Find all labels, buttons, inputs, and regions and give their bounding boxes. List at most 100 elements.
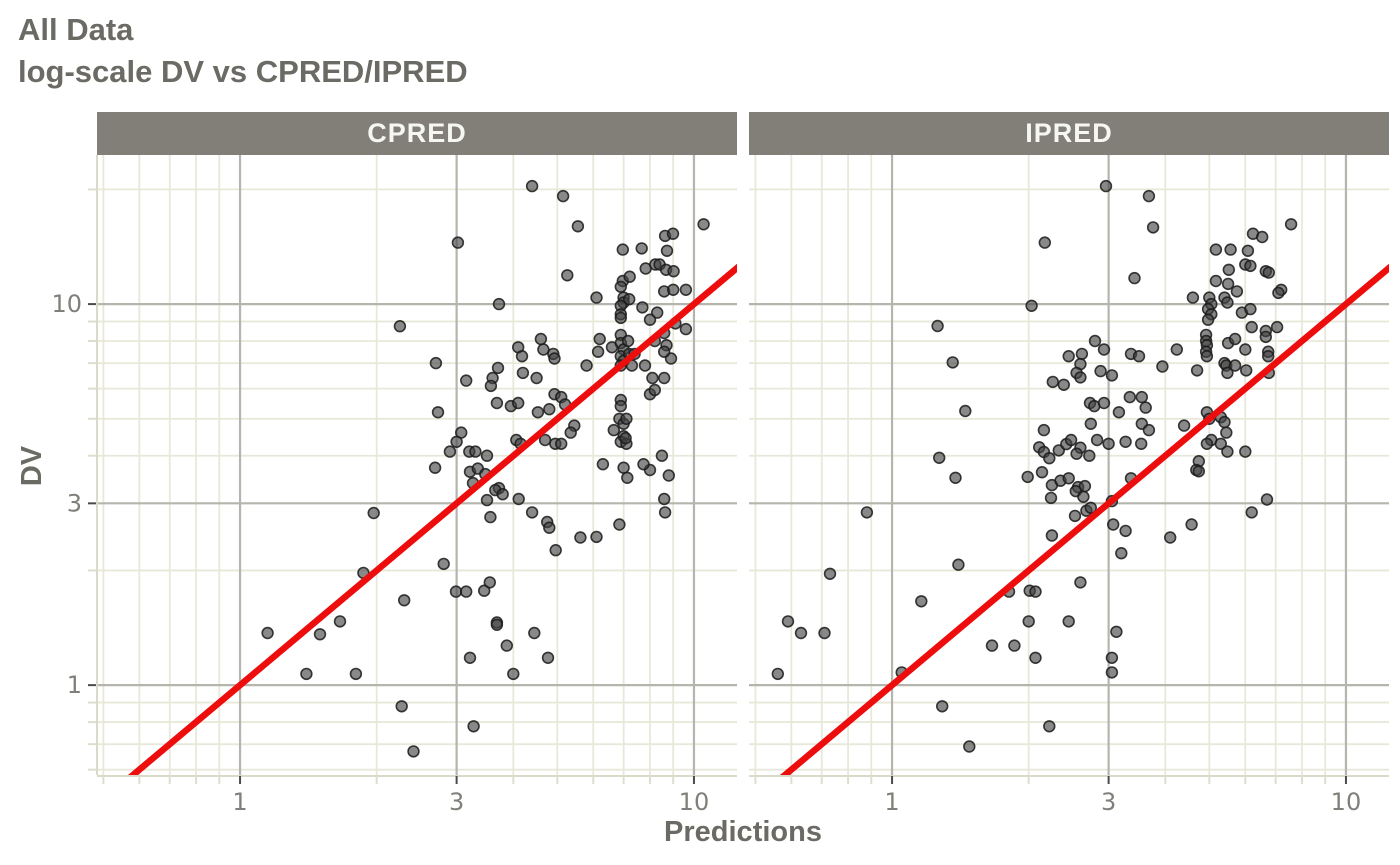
data-point xyxy=(450,435,463,448)
data-point xyxy=(537,343,550,356)
data-point xyxy=(333,615,347,628)
data-point xyxy=(1260,493,1274,506)
data-point xyxy=(1241,244,1255,258)
data-point xyxy=(657,345,671,358)
data-point xyxy=(781,615,795,628)
data-point xyxy=(484,510,497,524)
data-point xyxy=(1218,415,1231,429)
data-point xyxy=(1046,375,1060,389)
data-point xyxy=(300,667,313,681)
data-point xyxy=(1163,531,1177,544)
data-point xyxy=(1045,529,1059,542)
data-point xyxy=(931,319,944,333)
data-point xyxy=(1228,359,1242,372)
data-point xyxy=(1262,266,1276,279)
data-point xyxy=(261,626,274,640)
data-point xyxy=(1070,447,1083,460)
data-point xyxy=(1230,285,1244,298)
data-point xyxy=(451,236,465,249)
data-point xyxy=(1139,401,1152,414)
data-point xyxy=(548,352,561,365)
data-point xyxy=(662,469,675,482)
data-point xyxy=(1105,651,1119,664)
data-point xyxy=(1272,286,1285,300)
facet-strip-cpred: CPRED xyxy=(97,112,737,155)
y-tick-label: 3 xyxy=(67,489,82,517)
data-point xyxy=(650,306,664,319)
data-point xyxy=(1008,639,1021,652)
points-layer xyxy=(261,179,710,758)
identity-line xyxy=(127,263,737,775)
data-point xyxy=(614,280,627,293)
data-point xyxy=(554,437,568,450)
data-point xyxy=(528,626,541,640)
data-point xyxy=(1075,347,1089,361)
data-point xyxy=(1244,259,1257,273)
y-axis: 1 3 10 xyxy=(51,155,98,775)
data-point xyxy=(1022,615,1035,628)
data-point xyxy=(590,291,603,304)
data-point xyxy=(541,651,555,664)
data-point xyxy=(959,404,972,418)
y-tick-label: 10 xyxy=(51,290,82,318)
data-point xyxy=(679,322,693,336)
data-point xyxy=(1221,445,1234,458)
data-point xyxy=(667,265,680,278)
data-point xyxy=(590,530,603,544)
data-point xyxy=(1128,271,1141,285)
x-tick-label: 1 xyxy=(232,788,247,816)
data-point xyxy=(467,720,480,733)
data-point xyxy=(1270,320,1284,334)
data-point xyxy=(596,458,610,471)
data-point xyxy=(935,700,949,713)
data-point xyxy=(480,493,494,507)
data-point xyxy=(484,379,498,393)
data-point xyxy=(1021,470,1034,484)
data-point xyxy=(1228,332,1242,346)
data-point xyxy=(531,406,545,419)
data-point xyxy=(580,359,593,372)
data-point xyxy=(1259,330,1273,344)
data-point xyxy=(1134,437,1148,450)
data-point xyxy=(794,626,808,640)
x-tick-label: 3 xyxy=(449,788,464,816)
data-point xyxy=(1029,585,1042,598)
data-point xyxy=(946,356,959,369)
data-point xyxy=(543,403,556,416)
data-point xyxy=(571,220,585,233)
data-point xyxy=(1244,302,1257,316)
data-point xyxy=(657,371,671,385)
data-point xyxy=(1209,243,1223,256)
data-point xyxy=(1186,291,1200,304)
page-title: All Data xyxy=(18,12,134,47)
data-point xyxy=(491,361,505,375)
data-point xyxy=(1177,419,1191,432)
data-point xyxy=(478,584,491,597)
data-point xyxy=(1057,378,1071,391)
data-point xyxy=(1074,576,1087,589)
data-point xyxy=(428,461,442,474)
data-point xyxy=(349,667,363,681)
data-point xyxy=(1221,277,1235,291)
y-tick-label: 1 xyxy=(67,671,82,699)
data-point xyxy=(511,396,525,410)
data-point xyxy=(614,399,627,413)
data-point xyxy=(949,471,962,484)
data-point xyxy=(1146,221,1160,234)
data-point xyxy=(561,269,574,282)
data-point xyxy=(1043,452,1056,465)
x-tick-label: 1 xyxy=(884,788,899,816)
data-point xyxy=(463,651,477,664)
data-point xyxy=(932,451,946,464)
data-point xyxy=(564,426,577,439)
data-point xyxy=(1105,666,1119,679)
data-point xyxy=(635,242,648,255)
data-point xyxy=(1119,435,1132,448)
data-point xyxy=(1064,433,1078,447)
data-point xyxy=(549,543,562,557)
data-point xyxy=(1284,218,1298,231)
data-point xyxy=(490,618,504,631)
data-point xyxy=(313,628,327,641)
data-point xyxy=(395,700,408,713)
page-subtitle: log-scale DV vs CPRED/IPRED xyxy=(18,54,468,89)
